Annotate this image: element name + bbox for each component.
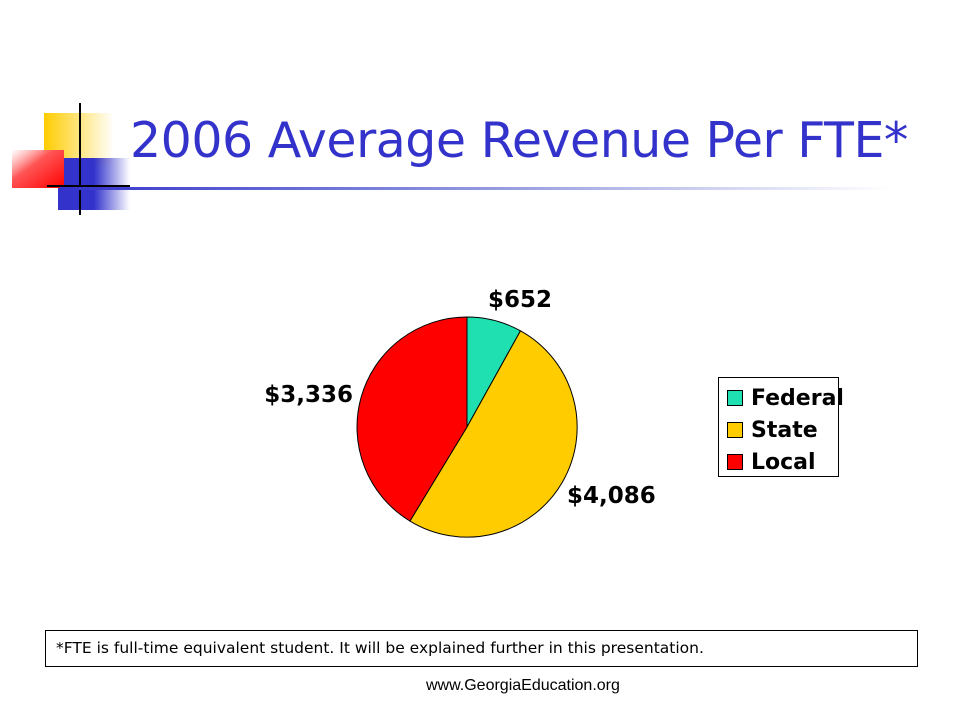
data-label-local: $3,336	[264, 382, 353, 408]
pie-slice-local	[356, 316, 468, 522]
legend-label-local: Local	[751, 449, 816, 475]
legend-item-federal: Federal	[727, 382, 844, 414]
slide-title: 2006 Average Revenue Per FTE*	[130, 112, 908, 169]
website-url: www.GeorgiaEducation.org	[426, 677, 620, 694]
data-label-state: $4,086	[567, 483, 656, 509]
legend-swatch-federal	[727, 390, 743, 406]
title-underline	[60, 187, 890, 190]
legend-label-state: State	[751, 417, 818, 443]
corner-decoration	[12, 103, 130, 215]
legend-swatch-local	[727, 454, 743, 470]
legend-label-federal: Federal	[751, 385, 844, 411]
legend-item-local: Local	[727, 446, 838, 478]
legend-item-state: State	[727, 414, 838, 446]
data-label-federal: $652	[488, 287, 552, 313]
footnote: *FTE is full-time equivalent student. It…	[45, 630, 918, 667]
chart-legend: Federal State Local	[718, 377, 844, 478]
pie-slice-state	[409, 330, 578, 538]
legend-swatch-state	[727, 422, 743, 438]
